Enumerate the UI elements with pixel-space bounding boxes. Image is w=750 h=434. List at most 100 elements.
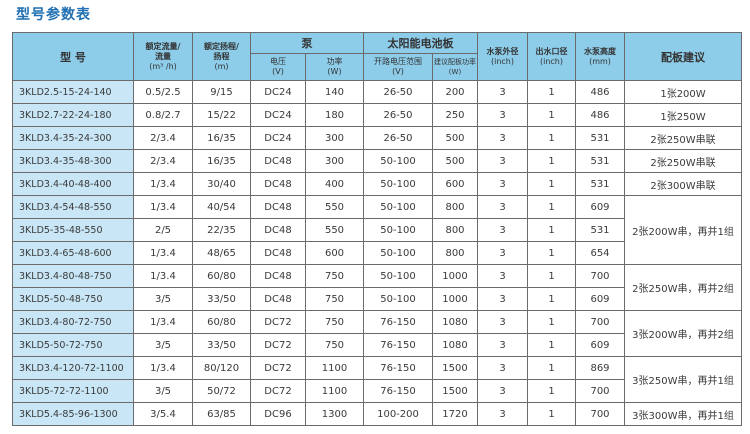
cell-pump-power: 750 <box>305 287 364 311</box>
cell-flow: 3/5 <box>133 287 193 311</box>
cell-model: 3KLD3.4-80-48-750 <box>12 264 134 288</box>
cell-pump-power: 750 <box>305 333 364 357</box>
cell-suggestion: 2张250W串，再并2组 <box>624 264 742 311</box>
cell-outlet: 1 <box>527 402 576 426</box>
cell-pump-power: 1100 <box>305 379 364 403</box>
cell-model: 3KLD5-35-48-550 <box>12 218 134 242</box>
cell-pump-power: 600 <box>305 241 364 265</box>
cell-flow: 1/3.4 <box>133 356 193 380</box>
cell-flow: 0.8/2.7 <box>133 103 193 127</box>
cell-outlet: 1 <box>527 103 576 127</box>
table-body: 3KLD2.5-15-24-140 0.5/2.5 9/15 DC24 140 26-50… <box>12 80 742 426</box>
cell-suggestion: 2张200W串，再并1组 <box>624 195 742 265</box>
header-pump-power: 功率 (W) <box>305 53 364 81</box>
cell-solar-voltage: 76-150 <box>363 379 433 403</box>
table-row: 3KLD2.7-22-24-180 0.8/2.7 15/22 DC24 180 26-5… <box>12 103 742 127</box>
header-solar-power: 建议配板功率 (W) <box>432 53 478 81</box>
table-row: 3KLD5-50-48-750 3/5 33/50 DC48 750 50-100 1000… <box>12 287 742 311</box>
cell-height: 700 <box>575 310 625 334</box>
cell-pump-voltage: DC48 <box>250 287 306 311</box>
cell-outlet: 1 <box>527 126 576 150</box>
cell-pump-voltage: DC48 <box>250 218 306 242</box>
cell-outer-diameter: 3 <box>477 218 528 242</box>
table-row: 3KLD3.4-80-72-750 1/3.4 60/80 DC72 750 76-150… <box>12 310 742 357</box>
cell-pump-power: 1300 <box>305 402 364 426</box>
cell-model: 3KLD3.4-80-72-750 <box>12 310 134 334</box>
header-height: 水泵高度 (mm) <box>575 32 625 81</box>
cell-solar-voltage: 76-150 <box>363 333 433 357</box>
cell-height: 869 <box>575 356 625 380</box>
cell-pump-voltage: DC96 <box>250 402 306 426</box>
cell-pump-voltage: DC72 <box>250 356 306 380</box>
cell-height: 531 <box>575 172 625 196</box>
cell-outlet: 1 <box>527 264 576 288</box>
cell-pump-voltage: DC24 <box>250 126 306 150</box>
cell-solar-voltage: 100-200 <box>363 402 433 426</box>
cell-suggestion: 2张250W串联 <box>624 126 742 150</box>
cell-model: 3KLD3.4-65-48-600 <box>12 241 134 265</box>
cell-pump-voltage: DC24 <box>250 80 306 104</box>
cell-outlet: 1 <box>527 80 576 104</box>
cell-outer-diameter: 3 <box>477 264 528 288</box>
cell-outer-diameter: 3 <box>477 287 528 311</box>
header-head: 额定扬程/扬程 (m) <box>192 32 251 81</box>
cell-pump-voltage: DC48 <box>250 172 306 196</box>
cell-outlet: 1 <box>527 172 576 196</box>
parameter-table: 型 号 额定流量/流量 (m³ /h) 额定扬程/扬程 (m) 泵 太阳能电池板 水… <box>12 32 742 426</box>
cell-solar-power: 800 <box>432 218 478 242</box>
cell-suggestion: 3张300W串，再并1组 <box>624 402 742 426</box>
cell-head: 48/65 <box>192 241 251 265</box>
page-title: 型号参数表 <box>16 7 91 23</box>
header-pump: 泵 <box>250 32 364 54</box>
cell-outlet: 1 <box>527 149 576 173</box>
cell-solar-voltage: 26-50 <box>363 80 433 104</box>
cell-outer-diameter: 3 <box>477 379 528 403</box>
cell-pump-voltage: DC48 <box>250 195 306 219</box>
header-outlet: 出水口径 (inch) <box>527 32 576 81</box>
cell-height: 700 <box>575 379 625 403</box>
cell-head: 60/80 <box>192 264 251 288</box>
cell-solar-power: 800 <box>432 241 478 265</box>
cell-flow: 3/5.4 <box>133 402 193 426</box>
header-pump-voltage: 电压 (V) <box>250 53 306 81</box>
header-solar-voltage: 开路电压范围 (V) <box>363 53 433 81</box>
cell-outlet: 1 <box>527 333 576 357</box>
cell-head: 16/35 <box>192 126 251 150</box>
cell-pump-voltage: DC48 <box>250 264 306 288</box>
cell-flow: 2/3.4 <box>133 126 193 150</box>
cell-outer-diameter: 3 <box>477 126 528 150</box>
cell-head: 33/50 <box>192 333 251 357</box>
cell-suggestion: 2张250W串联 <box>624 149 742 173</box>
cell-pump-power: 140 <box>305 80 364 104</box>
cell-height: 486 <box>575 80 625 104</box>
cell-height: 531 <box>575 218 625 242</box>
cell-model: 3KLD3.4-35-24-300 <box>12 126 134 150</box>
table-row: 3KLD3.4-35-48-300 2/3.4 16/35 DC48 300 50-100… <box>12 149 742 173</box>
cell-head: 40/54 <box>192 195 251 219</box>
cell-solar-voltage: 50-100 <box>363 149 433 173</box>
cell-model: 3KLD3.4-54-48-550 <box>12 195 134 219</box>
cell-suggestion: 2张300W串联 <box>624 172 742 196</box>
cell-outlet: 1 <box>527 241 576 265</box>
header-outer-diameter: 水泵外径 (inch) <box>477 32 528 81</box>
table-row: 3KLD3.4-120-72-1100 1/3.4 80/120 DC72 1100 76… <box>12 356 742 403</box>
cell-pump-power: 750 <box>305 264 364 288</box>
cell-pump-voltage: DC72 <box>250 333 306 357</box>
cell-solar-voltage: 26-50 <box>363 126 433 150</box>
cell-pump-voltage: DC72 <box>250 310 306 334</box>
cell-model: 3KLD2.5-15-24-140 <box>12 80 134 104</box>
cell-head: 63/85 <box>192 402 251 426</box>
cell-pump-power: 300 <box>305 149 364 173</box>
table-row: 3KLD3.4-35-24-300 2/3.4 16/35 DC24 300 26-50 5… <box>12 126 742 150</box>
cell-pump-power: 180 <box>305 103 364 127</box>
cell-suggestion: 3张250W串，再并1组 <box>624 356 742 403</box>
cell-outlet: 1 <box>527 218 576 242</box>
cell-model: 3KLD3.4-35-48-300 <box>12 149 134 173</box>
cell-flow: 1/3.4 <box>133 172 193 196</box>
cell-flow: 0.5/2.5 <box>133 80 193 104</box>
cell-solar-power: 200 <box>432 80 478 104</box>
cell-suggestion: 1张200W <box>624 80 742 104</box>
cell-outer-diameter: 3 <box>477 402 528 426</box>
cell-outer-diameter: 3 <box>477 333 528 357</box>
cell-solar-power: 500 <box>432 149 478 173</box>
